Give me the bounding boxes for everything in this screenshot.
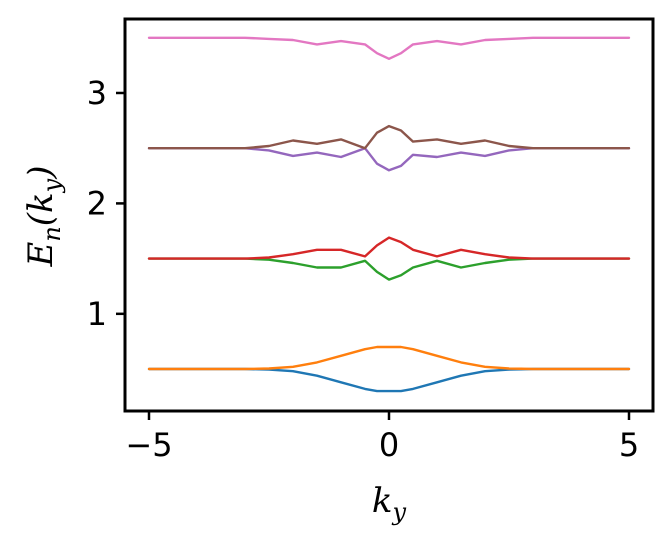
y-axis: 1 2 3 <box>87 74 125 333</box>
series-layer <box>147 36 631 393</box>
series-line-1 <box>147 367 631 393</box>
x-tick-label: 5 <box>619 426 639 464</box>
x-axis: −5 0 5 <box>125 411 639 464</box>
series-line-6 <box>147 124 631 150</box>
x-axis-label: ky <box>372 481 407 526</box>
y-tick-label: 1 <box>87 295 107 333</box>
series-line-5 <box>147 147 631 172</box>
y-tick-label: 3 <box>87 74 107 112</box>
series-line-3 <box>147 257 631 281</box>
series-line-4 <box>147 236 631 260</box>
series-line-2 <box>147 345 631 371</box>
y-tick-label: 2 <box>87 184 107 222</box>
plot-frame <box>123 17 655 413</box>
y-axis-label: En(ky) <box>21 166 66 268</box>
series-line-7 <box>147 36 631 60</box>
x-tick-label: −5 <box>125 426 172 464</box>
x-tick-label: 0 <box>379 426 399 464</box>
